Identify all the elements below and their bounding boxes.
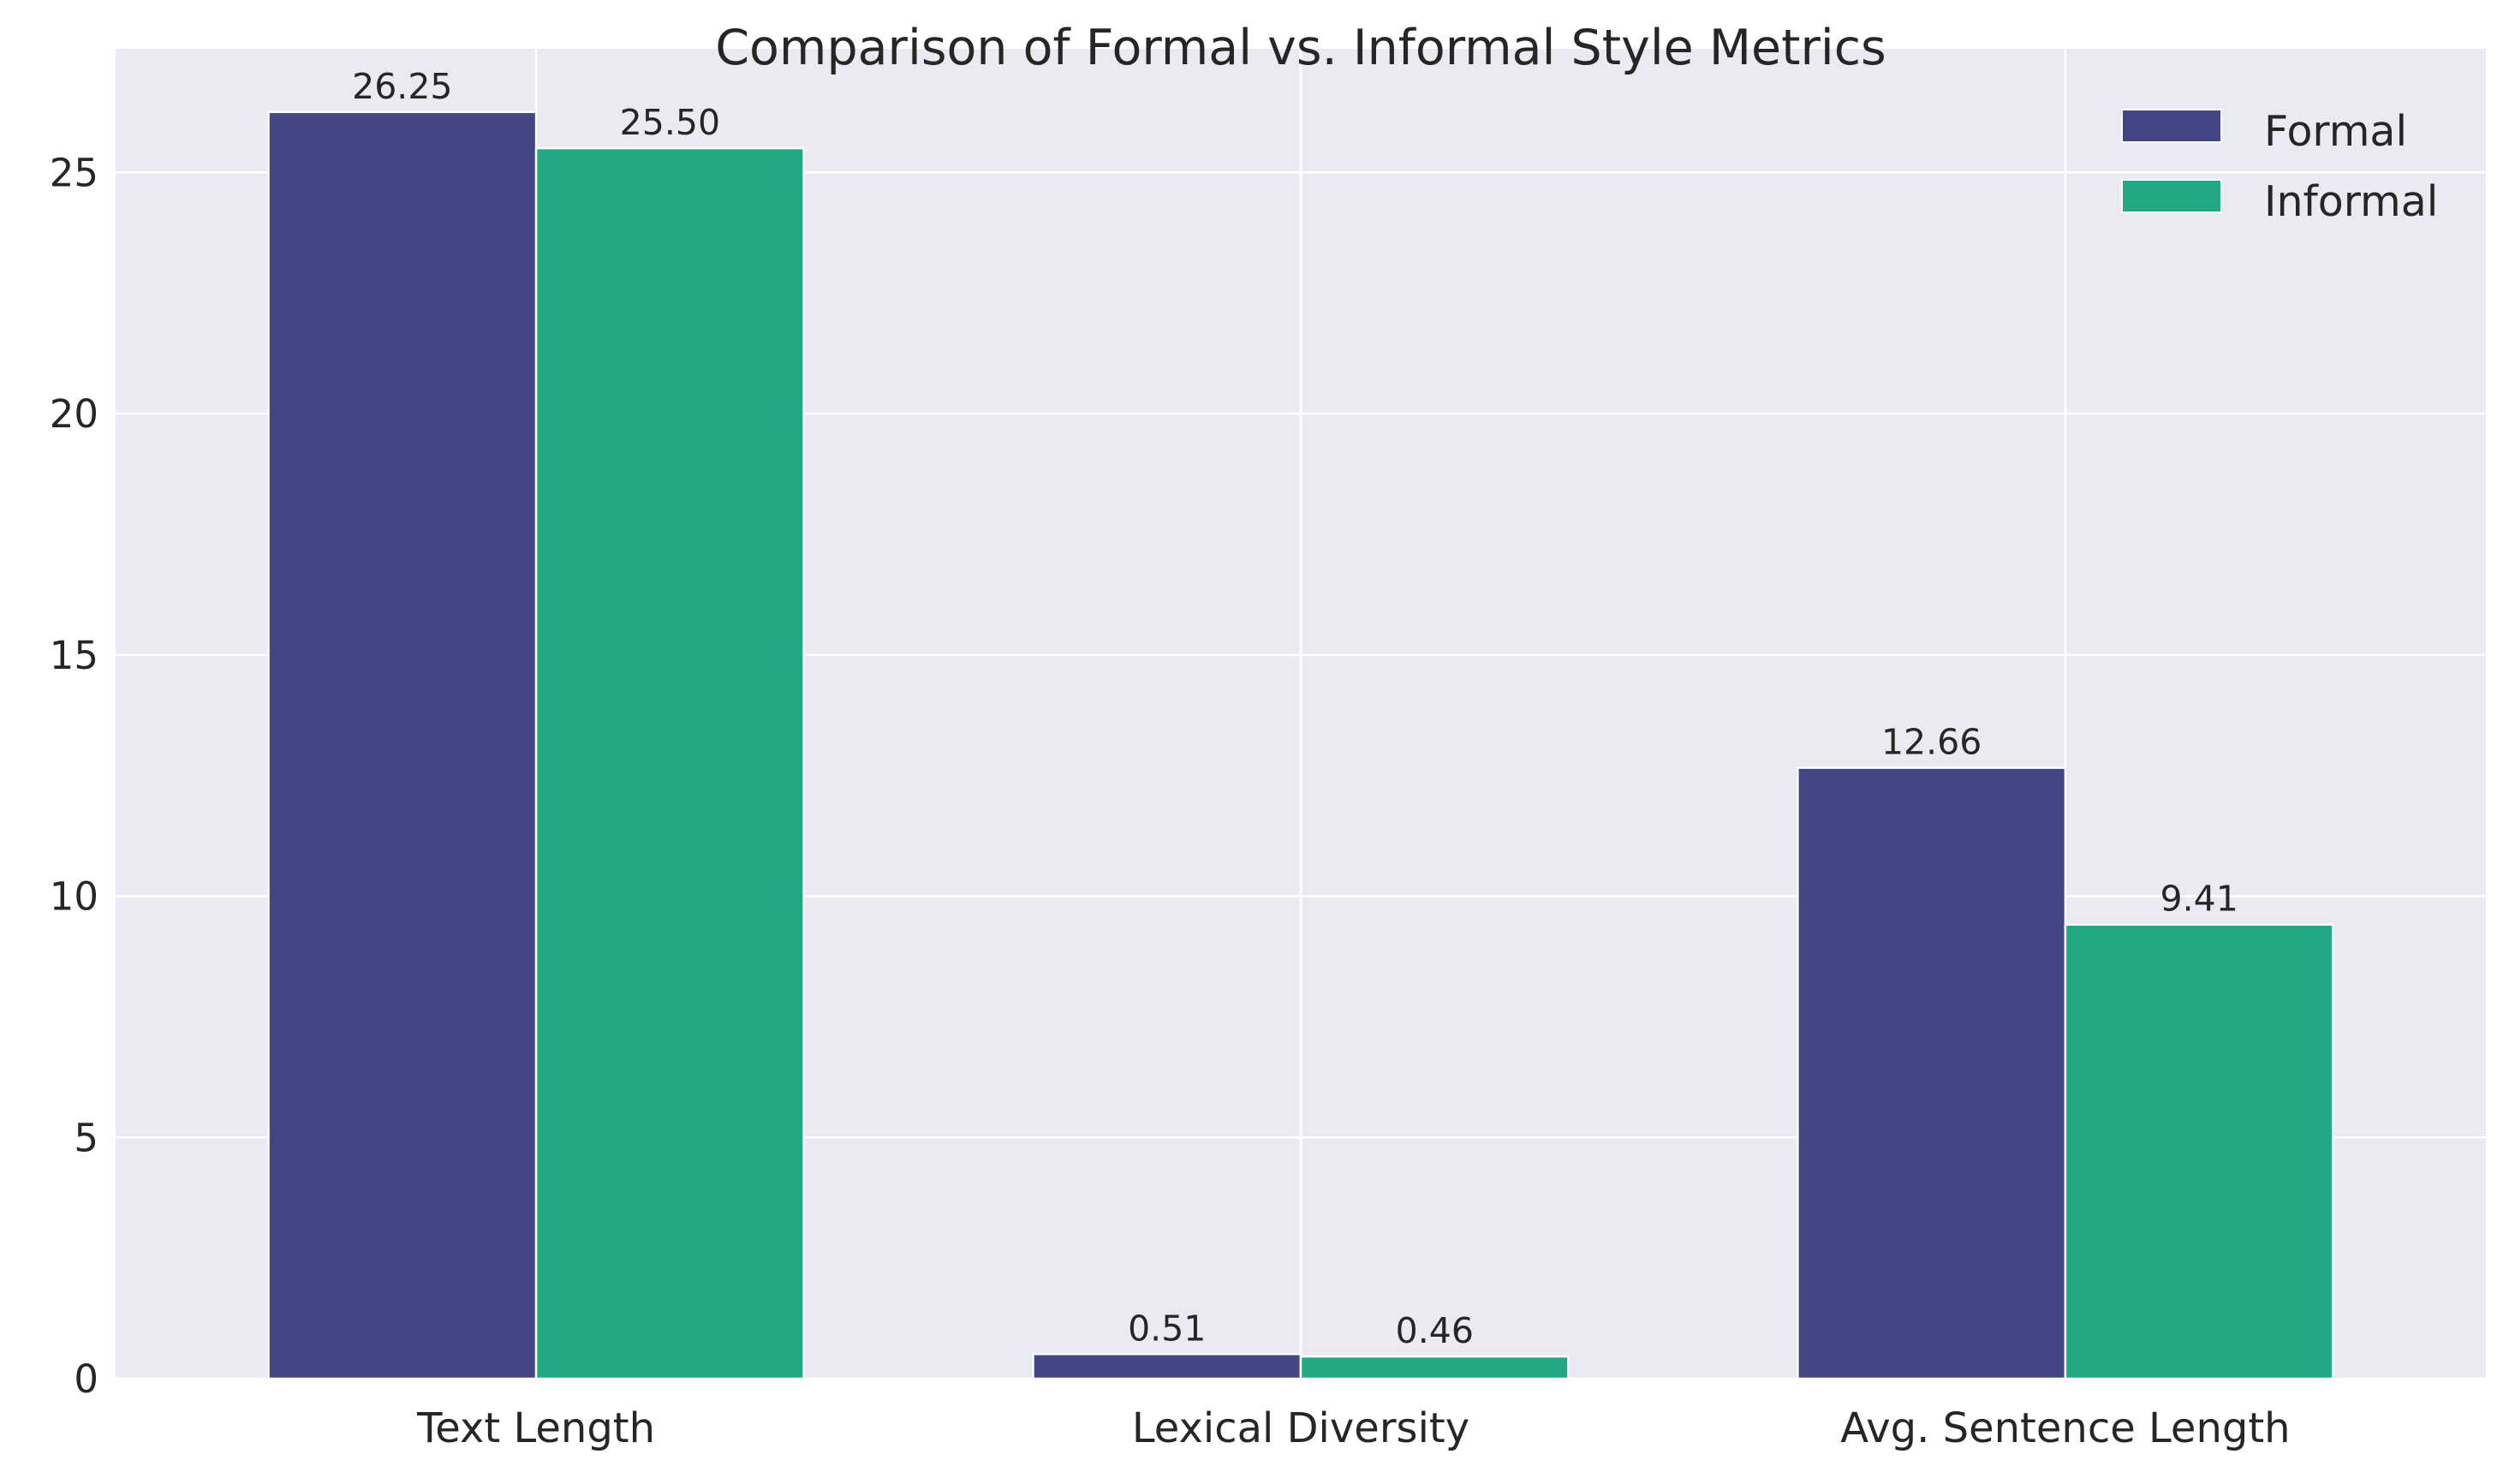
legend-swatch-informal xyxy=(2121,179,2222,213)
legend: Formal Informal xyxy=(2121,107,2438,226)
bar-value-label: 26.25 xyxy=(352,66,452,107)
y-tick-label: 5 xyxy=(74,1115,98,1160)
bars xyxy=(267,110,2334,1380)
bar-informal-2 xyxy=(2064,923,2334,1380)
x-tick-label: Lexical Diversity xyxy=(1132,1404,1469,1452)
legend-swatch-formal xyxy=(2121,109,2222,143)
bar-informal-1 xyxy=(1299,1355,1570,1380)
bar-value-label: 12.66 xyxy=(1881,722,1982,763)
y-tick-label: 15 xyxy=(50,633,98,678)
legend-label-informal: Informal xyxy=(2264,177,2438,226)
y-tick-label: 20 xyxy=(50,391,98,437)
legend-label-formal: Formal xyxy=(2264,107,2407,156)
x-tick-label: Text Length xyxy=(416,1404,655,1452)
bar-value-labels: 26.25 0.51 12.66 25.50 0.46 9.41 xyxy=(352,66,2238,1351)
bar-value-label: 25.50 xyxy=(620,102,720,143)
chart-title: Comparison of Formal vs. Informal Style … xyxy=(715,20,1886,76)
bar-formal-0 xyxy=(267,110,538,1380)
bar-value-label: 9.41 xyxy=(2160,879,2238,920)
x-axis-ticks: Text Length Lexical Diversity Avg. Sentenc… xyxy=(416,1404,2290,1452)
bar-informal-0 xyxy=(534,146,805,1380)
y-axis-ticks: 0 5 10 15 20 25 xyxy=(50,150,98,1402)
bar-formal-1 xyxy=(1032,1353,1302,1380)
bar-value-label: 0.51 xyxy=(1128,1308,1206,1349)
x-tick-label: Avg. Sentence Length xyxy=(1840,1404,2290,1452)
bar-formal-2 xyxy=(1797,766,2067,1380)
y-tick-label: 25 xyxy=(50,150,98,195)
y-tick-label: 0 xyxy=(74,1356,98,1402)
y-tick-label: 10 xyxy=(50,874,98,920)
bar-value-label: 0.46 xyxy=(1396,1310,1474,1351)
